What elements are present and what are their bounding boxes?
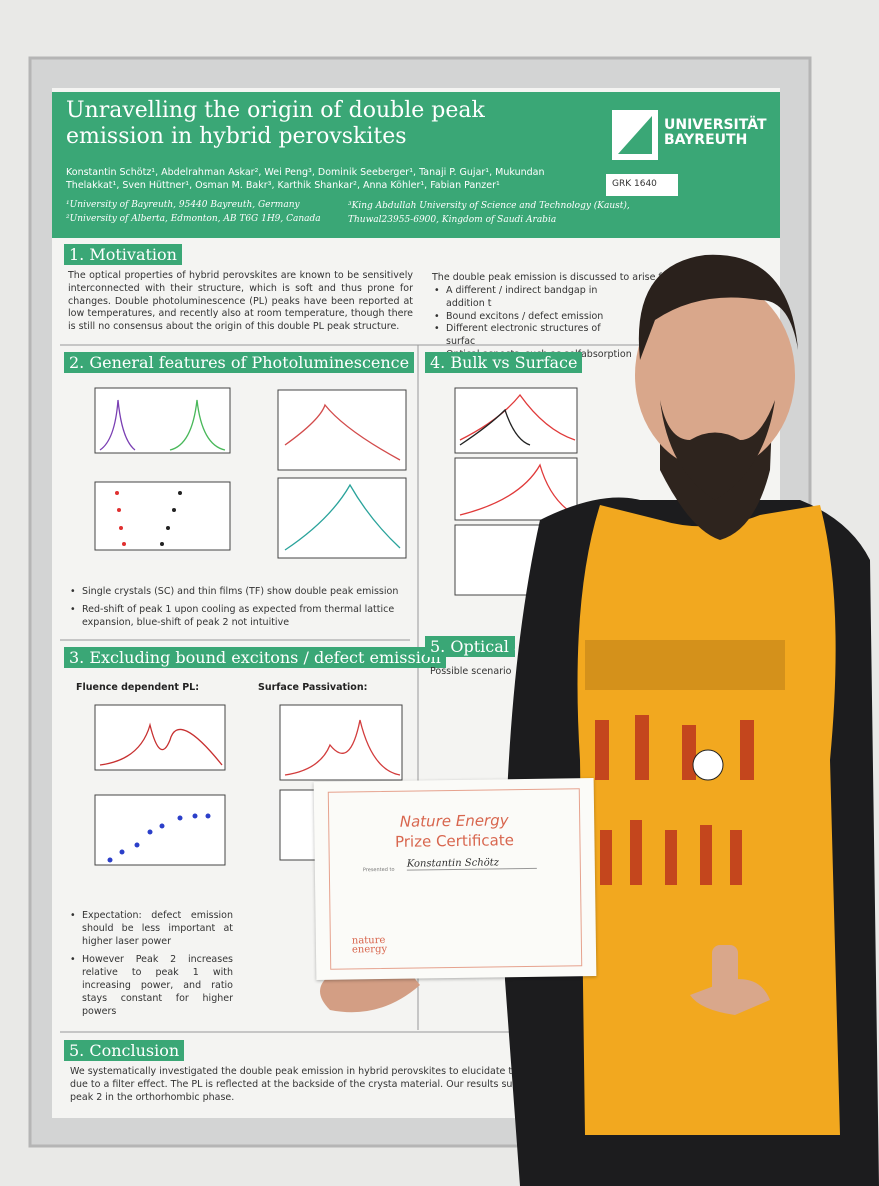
journal-logo: nature energy bbox=[351, 934, 388, 956]
bullet: A different / indirect bandgap in additi… bbox=[432, 285, 632, 311]
affiliation: ¹University of Bayreuth, 95440 Bayreuth,… bbox=[66, 200, 300, 210]
bullet: Single crystals (SC) and thin films (TF)… bbox=[68, 586, 413, 599]
subheading: Surface Passivation: bbox=[258, 682, 368, 693]
section-heading: 2. General features of Photoluminescence bbox=[64, 352, 415, 373]
affiliation: ²University of Alberta, Edmonton, AB T6G… bbox=[66, 214, 321, 224]
bullet: However Peak 2 increases relative to pea… bbox=[68, 954, 233, 1018]
bullet: Different electronic structures of surfa… bbox=[432, 323, 632, 349]
poster-authors: Konstantin Schötz¹, Abdelrahman Askar², … bbox=[66, 167, 545, 192]
recipient: Konstantin Schötz bbox=[406, 856, 537, 871]
section-heading: 1. Motivation bbox=[64, 244, 182, 265]
subheading: Fluence dependent PL: bbox=[76, 682, 200, 693]
poster-title: Unravelling the origin of double peak em… bbox=[66, 98, 485, 149]
bullet: Expectation: defect emission should be l… bbox=[68, 910, 233, 948]
section-heading: 3. Excluding bound excitons / defect emi… bbox=[64, 647, 446, 668]
bullet: Bound excitons / defect emission bbox=[432, 311, 632, 324]
presented-to: Presented to bbox=[362, 866, 395, 874]
section-heading: 4. Bulk vs Surface bbox=[425, 352, 583, 373]
bullet-list: Single crystals (SC) and thin films (TF)… bbox=[68, 586, 413, 629]
section-heading: 5. Optical a bbox=[425, 636, 515, 657]
bullet-list: Expectation: defect emission should be l… bbox=[68, 910, 233, 1019]
paragraph: The double peak emission is discussed to… bbox=[432, 272, 662, 283]
affiliation: ³King Abdullah University of Science and… bbox=[348, 201, 630, 225]
section-heading: 5. Conclusion bbox=[64, 1040, 185, 1061]
paragraph: We systematically investigated the doubl… bbox=[70, 1066, 715, 1103]
badge: GRK 1640 bbox=[612, 179, 657, 189]
university-logo: UNIVERSITÄT BAYREUTH bbox=[664, 117, 767, 149]
bullet: Red-shift of peak 1 upon cooling as expe… bbox=[68, 604, 413, 630]
certificate: Nature Energy Prize Certificate Presente… bbox=[313, 778, 597, 980]
paragraph: The optical properties of hybrid perovsk… bbox=[68, 270, 413, 333]
paragraph: Possible scenario bbox=[430, 666, 512, 677]
